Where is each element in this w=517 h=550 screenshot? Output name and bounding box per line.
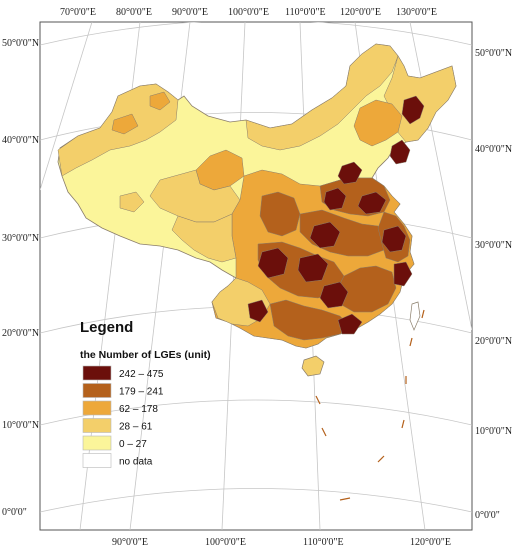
- legend-swatch-1: [82, 383, 112, 398]
- region-xinjiang-pocket-1: [111, 113, 139, 135]
- meridian-70e: [40, 22, 93, 191]
- right-tick-40n: 40°0'0"N: [475, 144, 512, 155]
- legend-subtitle: the Number of LGEs (unit): [80, 349, 211, 361]
- left-tick-0: 0°0'0": [2, 507, 27, 518]
- top-tick-120e: 120°0'0"E: [340, 7, 381, 18]
- left-tick-40n: 40°0'0"N: [2, 135, 39, 146]
- region-hotspot-liaoning: [389, 139, 411, 165]
- top-tick-90e: 90°0'0"E: [172, 7, 208, 18]
- south-china-sea-dashes: [315, 309, 425, 501]
- legend-label-0: 242 – 475: [119, 369, 164, 380]
- top-tick-labels: 70°0'0"E 80°0'0"E 90°0'0"E 100°0'0"E 110…: [60, 7, 437, 18]
- right-tick-10n: 10°0'0"N: [475, 426, 512, 437]
- region-hotspot-hubei: [297, 253, 329, 283]
- region-tibet-pocket: [119, 191, 145, 213]
- legend-title: Legend: [80, 319, 133, 336]
- choropleth-regions: [57, 43, 457, 349]
- bottom-tick-100e: 100°0'0"E: [205, 537, 246, 548]
- region-xinjiang-pocket-2: [149, 91, 171, 111]
- left-tick-20n: 20°0'0"N: [2, 328, 39, 339]
- region-hotspot-beijing: [337, 161, 363, 185]
- left-tick-10n: 10°0'0"N: [2, 420, 39, 431]
- legend-swatch-5: [82, 453, 112, 468]
- right-tick-labels: 50°0'0"N 40°0'0"N 30°0'0"N 20°0'0"N 10°0…: [475, 48, 512, 521]
- hainan-island: [301, 355, 325, 377]
- top-tick-100e: 100°0'0"E: [228, 7, 269, 18]
- parallel-0: [40, 488, 472, 513]
- right-tick-0: 0°0'0": [475, 510, 500, 521]
- legend-label-4: 0 – 27: [119, 439, 147, 450]
- top-tick-130e: 130°0'0"E: [396, 7, 437, 18]
- region-liaoning-jilin: [353, 99, 403, 147]
- left-tick-labels: 50°0'0"N 40°0'0"N 30°0'0"N 20°0'0"N 10°0…: [2, 38, 39, 518]
- left-tick-30n: 30°0'0"N: [2, 233, 39, 244]
- region-hotspot-guizhou: [247, 299, 269, 323]
- legend-swatch-3: [82, 418, 112, 433]
- legend-swatch-2: [82, 400, 112, 416]
- region-hotspot-sichuan: [257, 247, 289, 279]
- legend-label-2: 62 – 178: [119, 404, 158, 415]
- parallel-50n: [40, 22, 472, 46]
- bottom-tick-110e: 110°0'0"E: [303, 537, 344, 548]
- region-shaanxi: [259, 191, 301, 237]
- legend-swatch-4: [82, 435, 112, 451]
- taiwan-island: [409, 301, 421, 331]
- legend-swatch-0: [82, 365, 112, 381]
- region-inner-mongolia: [245, 43, 399, 151]
- top-tick-70e: 70°0'0"E: [60, 7, 96, 18]
- region-hotspot-guangdong: [337, 313, 363, 335]
- meridian-130e: [409, 22, 472, 331]
- region-hotspot-northeast: [401, 95, 425, 125]
- region-hotspot-hebei: [323, 187, 347, 211]
- legend-label-5: no data: [119, 457, 153, 468]
- bottom-tick-labels: 90°0'0"E 100°0'0"E 110°0'0"E 120°0'0"E: [112, 537, 451, 548]
- region-hotspot-jiangsu: [381, 225, 407, 253]
- region-tibet-east: [171, 213, 237, 263]
- left-tick-50n: 50°0'0"N: [2, 38, 39, 49]
- region-hotspot-hunan: [319, 281, 349, 309]
- right-tick-50n: 50°0'0"N: [475, 48, 512, 59]
- region-hotspot-henan: [309, 221, 341, 249]
- top-tick-80e: 80°0'0"E: [116, 7, 152, 18]
- bottom-tick-120e: 120°0'0"E: [410, 537, 451, 548]
- legend-label-1: 179 – 241: [119, 387, 164, 398]
- legend: Legend the Number of LGEs (unit) 242 – 4…: [80, 319, 211, 468]
- right-tick-20n: 20°0'0"N: [475, 336, 512, 347]
- region-hotspot-shandong: [357, 191, 387, 215]
- bottom-tick-90e: 90°0'0"E: [112, 537, 148, 548]
- legend-label-3: 28 – 61: [119, 422, 153, 433]
- right-tick-30n: 30°0'0"N: [475, 240, 512, 251]
- top-tick-110e: 110°0'0"E: [285, 7, 326, 18]
- legend-items: 242 – 475 179 – 241 62 – 178 28 – 61 0 – 27 n…: [82, 365, 164, 468]
- region-hotspot-zhejiang: [393, 261, 413, 287]
